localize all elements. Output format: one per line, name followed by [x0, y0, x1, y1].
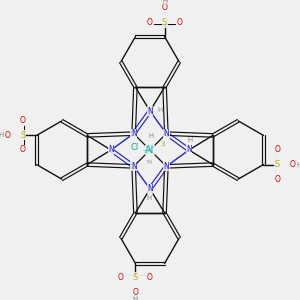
Text: N: N	[147, 184, 153, 194]
Text: H: H	[133, 296, 138, 300]
Text: 3: 3	[160, 141, 165, 147]
Text: S: S	[274, 160, 280, 169]
Text: H: H	[162, 0, 167, 4]
Text: O: O	[162, 3, 167, 12]
Text: O: O	[274, 175, 280, 184]
Text: O: O	[20, 116, 26, 125]
Text: O: O	[118, 273, 124, 282]
Text: H: H	[188, 137, 193, 143]
Text: N: N	[131, 162, 137, 171]
Text: N: N	[147, 106, 153, 116]
Text: H: H	[0, 132, 4, 138]
Text: H: H	[158, 107, 163, 113]
Text: O: O	[176, 18, 182, 27]
Text: Cl: Cl	[130, 143, 139, 152]
Text: O: O	[20, 146, 26, 154]
Text: O: O	[4, 131, 10, 140]
Text: ⁻H: ⁻H	[145, 160, 153, 165]
Text: H: H	[148, 133, 154, 139]
Text: S: S	[20, 131, 26, 140]
Text: ⁻: ⁻	[142, 149, 146, 155]
Text: S: S	[162, 18, 167, 27]
Text: O: O	[133, 288, 138, 297]
Text: S: S	[133, 273, 138, 282]
Text: O: O	[147, 18, 153, 27]
Text: N: N	[164, 129, 169, 138]
Text: N: N	[131, 129, 137, 138]
Text: N: N	[108, 146, 114, 154]
Text: O: O	[290, 160, 296, 169]
Text: O: O	[274, 146, 280, 154]
Text: H: H	[146, 195, 152, 201]
Text: O: O	[147, 273, 153, 282]
Text: N: N	[186, 146, 192, 154]
Text: Al: Al	[145, 145, 155, 155]
Text: H: H	[296, 162, 300, 168]
Text: N: N	[164, 162, 169, 171]
